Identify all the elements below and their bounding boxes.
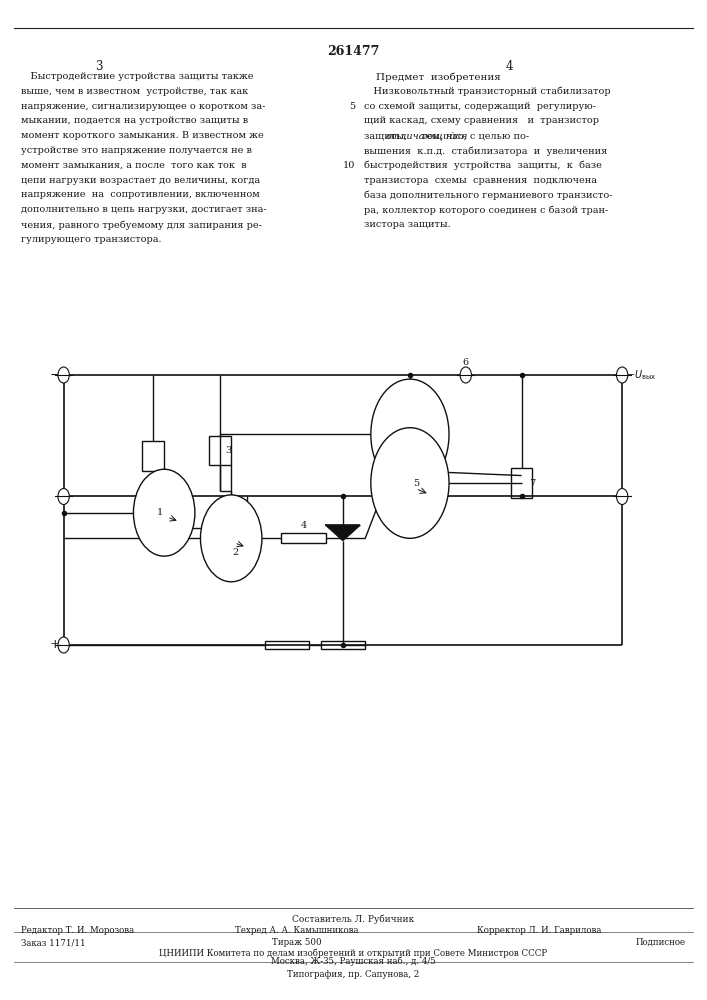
Text: момент замыкания, а после  того как ток  в: момент замыкания, а после того как ток в <box>21 161 247 170</box>
Bar <box>264 641 310 649</box>
Text: +: + <box>49 639 60 652</box>
Circle shape <box>370 428 449 538</box>
Text: напряжение  на  сопротивлении, включенном: напряжение на сопротивлении, включенном <box>21 190 260 199</box>
Text: 3: 3 <box>95 60 103 73</box>
Text: Тираж 500: Тираж 500 <box>272 938 322 947</box>
Circle shape <box>617 488 628 504</box>
Text: ЦНИИПИ Комитета по делам изобретений и открытий при Совете Министров СССР: ЦНИИПИ Комитета по делам изобретений и о… <box>160 948 547 958</box>
Text: ра, коллектор которого соединен с базой тран-: ра, коллектор которого соединен с базой … <box>364 205 608 215</box>
Text: 3: 3 <box>226 446 232 455</box>
Text: 4: 4 <box>506 60 513 73</box>
Text: Типография, пр. Сапунова, 2: Типография, пр. Сапунова, 2 <box>287 970 420 979</box>
Circle shape <box>58 637 69 653</box>
Bar <box>142 441 163 471</box>
Circle shape <box>58 367 69 383</box>
Text: тем, что, с целью по-: тем, что, с целью по- <box>418 131 529 140</box>
Text: устройстве это напряжение получается не в: устройстве это напряжение получается не … <box>21 146 252 155</box>
Bar <box>320 641 366 649</box>
Circle shape <box>201 495 262 582</box>
Text: цепи нагрузки возрастает до величины, когда: цепи нагрузки возрастает до величины, ко… <box>21 176 260 185</box>
Circle shape <box>58 488 69 504</box>
Text: дополнительно в цепь нагрузки, достигает зна-: дополнительно в цепь нагрузки, достигает… <box>21 205 267 214</box>
Circle shape <box>370 379 449 490</box>
Text: Подписное: Подписное <box>636 938 686 947</box>
Text: вышения  к.п.д.  стабилизатора  и  увеличения: вышения к.п.д. стабилизатора и увеличени… <box>364 146 607 155</box>
Circle shape <box>617 367 628 383</box>
Text: Предмет  изобретения: Предмет изобретения <box>376 72 501 82</box>
Text: 5: 5 <box>414 479 419 488</box>
Text: −: − <box>49 368 60 381</box>
Bar <box>511 468 532 498</box>
Text: Корректор Л. И. Гаврилова: Корректор Л. И. Гаврилова <box>477 926 601 935</box>
Text: 261477: 261477 <box>327 45 380 58</box>
Text: Быстродействие устройства защиты также: Быстродействие устройства защиты также <box>21 72 254 81</box>
Text: 6: 6 <box>462 358 469 367</box>
Text: Редактор Т. И. Морозова: Редактор Т. И. Морозова <box>21 926 134 935</box>
Text: Техред А. А. Камышникова: Техред А. А. Камышникова <box>235 926 358 935</box>
Polygon shape <box>325 525 361 541</box>
Text: транзистора  схемы  сравнения  подключена: транзистора схемы сравнения подключена <box>364 176 597 185</box>
Text: 2: 2 <box>233 548 239 557</box>
Text: отличающийся: отличающийся <box>385 131 468 140</box>
Text: Москва, Ж-35, Раушская наб., д. 4/5: Москва, Ж-35, Раушская наб., д. 4/5 <box>271 956 436 966</box>
Text: гулирующего транзистора.: гулирующего транзистора. <box>21 235 162 244</box>
Circle shape <box>460 367 472 383</box>
Text: Заказ 1171/11: Заказ 1171/11 <box>21 938 86 947</box>
Text: со схемой защиты, содержащий  регулирую-: со схемой защиты, содержащий регулирую- <box>364 102 596 111</box>
Bar <box>209 436 230 465</box>
Text: 4: 4 <box>300 521 307 530</box>
Text: Составитель Л. Рубичник: Составитель Л. Рубичник <box>293 914 414 924</box>
Text: напряжение, сигнализирующее о коротком за-: напряжение, сигнализирующее о коротком з… <box>21 102 266 111</box>
Text: Низковольтный транзисторный стабилизатор: Низковольтный транзисторный стабилизатор <box>364 87 611 96</box>
Text: выше, чем в известном  устройстве, так как: выше, чем в известном устройстве, так ка… <box>21 87 248 96</box>
Text: быстродействия  устройства  защиты,  к  базе: быстродействия устройства защиты, к базе <box>364 161 602 170</box>
Text: база дополнительного германиевого транзисто-: база дополнительного германиевого транзи… <box>364 190 612 200</box>
Bar <box>281 533 326 543</box>
Text: момент короткого замыкания. В известном же: момент короткого замыкания. В известном … <box>21 131 264 140</box>
Text: 1: 1 <box>156 508 163 517</box>
Text: щий каскад, схему сравнения   и  транзистор: щий каскад, схему сравнения и транзистор <box>364 116 599 125</box>
Text: мыкании, подается на устройство защиты в: мыкании, подается на устройство защиты в <box>21 116 248 125</box>
Text: защиты,: защиты, <box>364 131 410 140</box>
Text: зистора защиты.: зистора защиты. <box>364 220 451 229</box>
Text: чения, равного требуемому для запирания ре-: чения, равного требуемому для запирания … <box>21 220 262 230</box>
Text: $- U_{\rm вых}$: $- U_{\rm вых}$ <box>626 368 656 382</box>
Text: 10: 10 <box>342 161 355 170</box>
Text: 7: 7 <box>529 479 535 488</box>
Text: 5: 5 <box>349 102 355 111</box>
Circle shape <box>134 469 195 556</box>
